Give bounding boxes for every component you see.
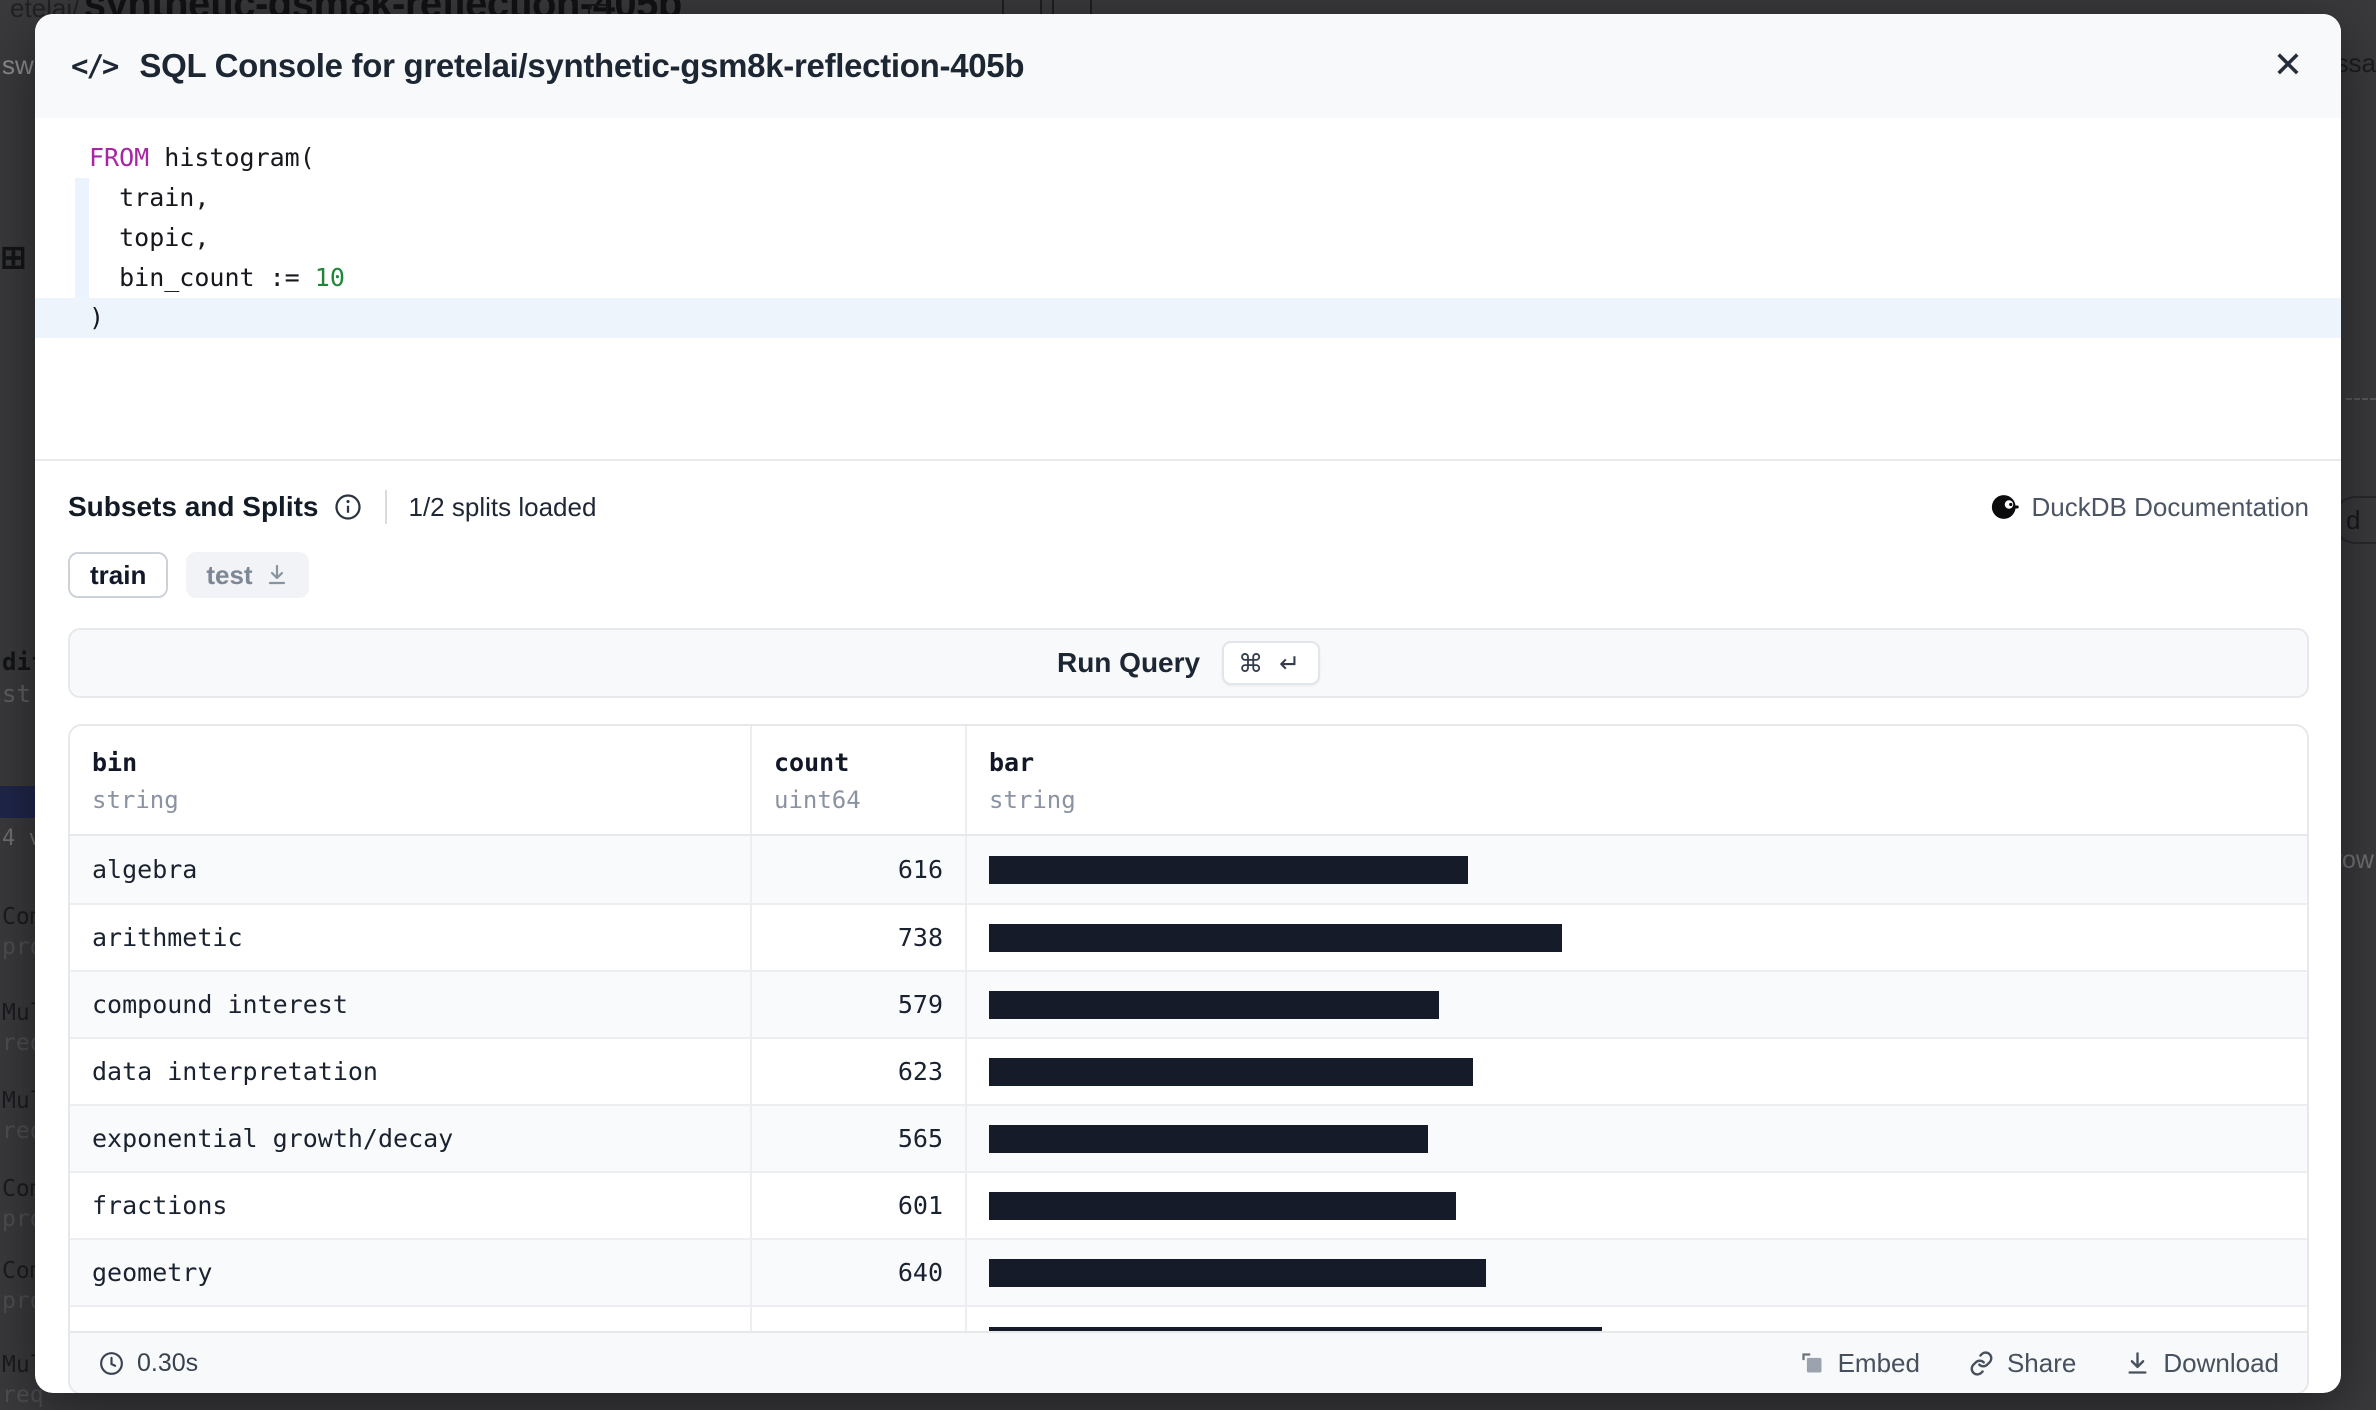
code-line-active: ) bbox=[35, 298, 2341, 338]
bin-cell: arithmetic bbox=[92, 923, 243, 952]
column-header-bin: bin string bbox=[92, 748, 179, 814]
results-table: bin string count uint64 bar string algeb… bbox=[68, 724, 2309, 1393]
embed-icon bbox=[1801, 1352, 1822, 1372]
bar-cell bbox=[965, 1039, 2307, 1104]
embed-button[interactable]: Embed bbox=[1799, 1348, 1920, 1379]
partial-row-bar bbox=[989, 1327, 1602, 1331]
count-cell: 601 bbox=[750, 1173, 965, 1238]
count-cell: 640 bbox=[750, 1240, 965, 1305]
share-button[interactable]: Share bbox=[1968, 1348, 2076, 1379]
count-cell: 579 bbox=[750, 972, 965, 1037]
table-row: data interpretation 623 bbox=[70, 1037, 2307, 1104]
code-line: train, bbox=[35, 178, 2341, 218]
bin-cell: compound interest bbox=[92, 990, 348, 1019]
count-cell: 616 bbox=[750, 836, 965, 903]
table-header: bin string count uint64 bar string bbox=[70, 726, 2307, 836]
splits-loaded-status: 1/2 splits loaded bbox=[408, 491, 597, 522]
bar-cell bbox=[965, 972, 2307, 1037]
run-query-button[interactable]: Run Query ⌘ ↵ bbox=[68, 628, 2309, 698]
table-row: geometry 640 bbox=[70, 1238, 2307, 1305]
bar bbox=[989, 1258, 1487, 1287]
count-cell: 738 bbox=[750, 905, 965, 970]
result-rows: algebra 616 arithmetic 738 compound inte… bbox=[70, 836, 2307, 1305]
split-tabs: train test bbox=[68, 552, 2309, 598]
bar-cell bbox=[965, 1173, 2307, 1238]
info-icon[interactable] bbox=[333, 492, 363, 522]
query-duration: 0.30s bbox=[98, 1349, 198, 1378]
column-header-count: count uint64 bbox=[750, 726, 965, 834]
sql-console-modal: </> SQL Console for gretelai/synthetic-g… bbox=[35, 14, 2341, 1393]
backdrop-dashed-line bbox=[2346, 398, 2376, 400]
code-icon: </> bbox=[71, 49, 119, 83]
bin-cell: geometry bbox=[92, 1258, 213, 1287]
tab-train[interactable]: train bbox=[68, 552, 169, 598]
bin-cell: exponential growth/decay bbox=[92, 1124, 454, 1153]
backdrop-cell-text: req bbox=[2, 1382, 44, 1408]
bar bbox=[989, 990, 1439, 1019]
bar bbox=[989, 855, 1468, 884]
duckdb-logo-icon bbox=[1991, 495, 2019, 519]
bar-cell bbox=[965, 905, 2307, 970]
bar bbox=[989, 1124, 1428, 1153]
bar-cell bbox=[965, 836, 2307, 903]
divider bbox=[384, 490, 387, 524]
table-row: fractions 601 bbox=[70, 1171, 2307, 1238]
tab-test[interactable]: test bbox=[186, 552, 309, 598]
splits-heading: Subsets and Splits bbox=[68, 491, 319, 522]
splits-header-row: Subsets and Splits 1/2 splits loaded Duc… bbox=[68, 484, 2309, 530]
code-line: FROM histogram( bbox=[89, 143, 315, 172]
code-line: bin_count := 10 bbox=[35, 258, 2341, 298]
download-icon bbox=[2128, 1351, 2147, 1374]
table-row: exponential growth/decay 565 bbox=[70, 1104, 2307, 1171]
bar-cell bbox=[965, 1106, 2307, 1171]
run-query-label: Run Query bbox=[1056, 647, 1201, 678]
table-row: arithmetic 738 bbox=[70, 903, 2307, 970]
modal-content: Subsets and Splits 1/2 splits loaded Duc… bbox=[35, 461, 2341, 1393]
partial-table-row bbox=[70, 1305, 2307, 1331]
bar bbox=[989, 1057, 1473, 1086]
bar bbox=[989, 923, 1563, 952]
share-link-icon bbox=[1970, 1350, 1993, 1376]
backdrop-left-text: sw bbox=[2, 50, 34, 80]
bar-cell bbox=[965, 1240, 2307, 1305]
count-cell: 565 bbox=[750, 1106, 965, 1171]
keyboard-shortcut-badge: ⌘ ↵ bbox=[1222, 641, 1321, 685]
table-row: algebra 616 bbox=[70, 836, 2307, 903]
code-line: topic, bbox=[35, 218, 2341, 258]
modal-title: SQL Console for gretelai/synthetic-gsm8k… bbox=[139, 47, 1025, 84]
bar bbox=[989, 1191, 1456, 1220]
backdrop-selected-row-band bbox=[0, 786, 36, 818]
clock-icon bbox=[100, 1351, 123, 1375]
duckdb-documentation-link[interactable]: DuckDB Documentation bbox=[1990, 492, 2309, 523]
modal-header: </> SQL Console for gretelai/synthetic-g… bbox=[35, 14, 2341, 118]
close-icon[interactable]: ✕ bbox=[2272, 45, 2303, 86]
sql-editor[interactable]: FROM histogram( train, topic, bin_count … bbox=[35, 118, 2341, 461]
bin-cell: fractions bbox=[92, 1191, 228, 1220]
results-footer: 0.30s Embed S bbox=[70, 1331, 2307, 1393]
table-row: compound interest 579 bbox=[70, 970, 2307, 1037]
column-header-bar: bar string bbox=[965, 726, 2307, 834]
bin-cell: algebra bbox=[92, 855, 198, 884]
bin-cell: data interpretation bbox=[92, 1057, 378, 1086]
download-button[interactable]: Download bbox=[2124, 1348, 2279, 1379]
count-cell: 623 bbox=[750, 1039, 965, 1104]
download-icon bbox=[268, 564, 285, 585]
